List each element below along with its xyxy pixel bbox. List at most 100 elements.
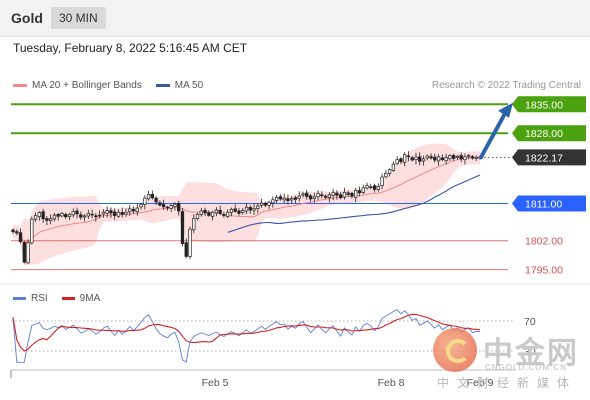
- candle-body: [207, 212, 211, 216]
- candle-body: [290, 198, 294, 201]
- candle-body: [241, 210, 245, 213]
- candle-body: [116, 211, 121, 217]
- candle-body: [372, 185, 377, 190]
- candle-body: [210, 211, 215, 217]
- moving-averages: [12, 157, 481, 243]
- candle-body: [244, 206, 249, 212]
- level-labels: 1835.00 1828.00 1822.17 1811.00 1802.00 1795.…: [512, 96, 586, 277]
- candle-body: [37, 212, 42, 217]
- candle-body: [252, 208, 256, 211]
- candle-body: [335, 192, 339, 196]
- legend-rsi-ma-label: 9MA: [79, 293, 101, 304]
- candle-body: [229, 208, 234, 213]
- legend-bb: MA 20 + Bollinger Bands: [13, 80, 142, 91]
- candle-body: [357, 190, 362, 194]
- candle-body: [350, 192, 354, 197]
- candle-body: [293, 197, 298, 200]
- candles: [11, 151, 482, 265]
- candle-body: [18, 232, 23, 242]
- level-tag-1822.17: [512, 149, 586, 166]
- candle-body: [323, 195, 328, 198]
- legend-rsi-label: RSI: [31, 293, 48, 304]
- legend-rsi-ma: 9MA: [61, 293, 101, 304]
- chart-datetime: Tuesday, February 8, 2022 5:16:45 AM CET: [13, 41, 248, 55]
- candle-body: [15, 231, 19, 234]
- candle-body: [154, 197, 158, 203]
- target-arrow-head: [498, 102, 513, 118]
- rsi-ma-line: [12, 313, 481, 352]
- candle-body: [342, 191, 347, 198]
- candle-body: [406, 155, 411, 158]
- level-tag-1811.00: [512, 195, 586, 212]
- candle-body: [305, 192, 309, 197]
- candle-body: [146, 194, 151, 200]
- candle-body: [346, 192, 350, 195]
- candle-body: [365, 185, 369, 189]
- candle-body: [444, 157, 448, 162]
- candle-body: [199, 210, 203, 215]
- candle-body: [124, 211, 128, 215]
- candle-body: [131, 209, 136, 212]
- rsi-level-label-70: 70: [524, 316, 536, 328]
- candle-body: [436, 156, 441, 162]
- candle-body: [33, 215, 38, 220]
- candle-body: [410, 157, 414, 161]
- candle-body: [331, 192, 335, 196]
- legend-ma50-label: MA 50: [174, 80, 204, 91]
- candle-body: [391, 163, 396, 171]
- candle-body: [433, 156, 437, 161]
- legend-ma50-swatch: [155, 84, 170, 87]
- candle-body: [267, 201, 271, 206]
- candle-body: [109, 210, 113, 214]
- candle-body: [26, 242, 30, 264]
- candle-body: [448, 155, 452, 160]
- candle-body: [203, 209, 207, 214]
- level-lines: [11, 103, 512, 271]
- candle-body: [440, 157, 444, 161]
- candle-body: [177, 202, 181, 212]
- x-axis: Feb 5 Feb 8 Feb 9: [10, 369, 515, 389]
- timeframe-badge[interactable]: 30 MIN: [51, 7, 106, 29]
- candle-body: [263, 202, 267, 206]
- legend-ma50: MA 50: [155, 80, 204, 91]
- candle-body: [67, 213, 72, 218]
- candle-body: [165, 206, 170, 209]
- candle-body: [308, 195, 313, 200]
- candle-body: [113, 211, 117, 216]
- candle-body: [395, 159, 399, 164]
- candle-body: [459, 155, 463, 160]
- level-label-1802.00: 1802.00: [525, 236, 563, 248]
- candle-body: [11, 229, 15, 232]
- candle-body: [49, 218, 53, 222]
- legend-rsi: RSI: [13, 293, 48, 304]
- legend-rsi-ma-swatch: [61, 297, 75, 300]
- candle-body: [218, 209, 222, 214]
- candle-body: [180, 211, 185, 244]
- candle-body: [150, 193, 154, 199]
- candle-body: [256, 205, 260, 209]
- price-legend: MA 20 + Bollinger Bands MA 50: [13, 80, 217, 91]
- target-arrow: [479, 102, 513, 160]
- candle-body: [312, 196, 316, 199]
- target-arrow-shaft: [479, 109, 508, 160]
- candle-body: [56, 214, 60, 217]
- candle-body: [94, 215, 98, 218]
- candle-body: [75, 210, 79, 215]
- rsi-line: [12, 309, 481, 364]
- candle-body: [222, 214, 226, 216]
- x-tick-label-2: Feb 9: [467, 377, 494, 389]
- candle-body: [339, 194, 343, 199]
- candle-body: [173, 203, 177, 207]
- candle-body: [64, 214, 68, 218]
- candle-body: [301, 193, 305, 196]
- candle-body: [237, 210, 241, 214]
- research-credit: Research © 2022 Trading Central: [431, 80, 581, 91]
- legend-bb-label: MA 20 + Bollinger Bands: [32, 80, 142, 91]
- candle-body: [188, 228, 192, 257]
- candle-body: [192, 218, 196, 231]
- candle-body: [97, 214, 102, 217]
- candle-body: [248, 207, 252, 211]
- candle-body: [52, 214, 57, 220]
- candle-body: [455, 156, 460, 158]
